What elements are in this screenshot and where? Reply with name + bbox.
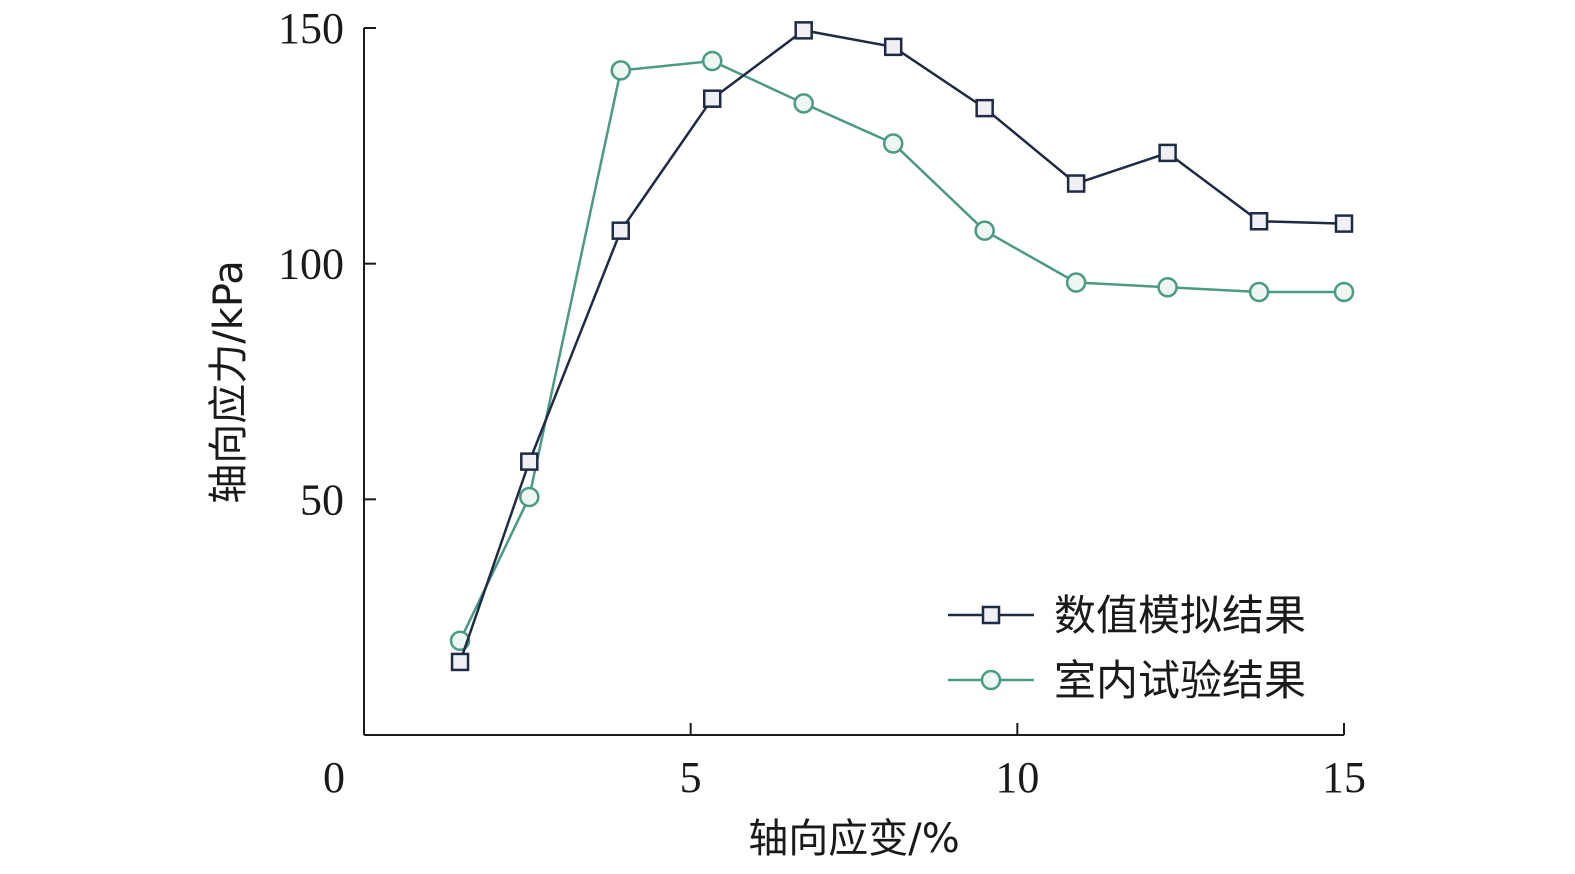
data-point-circle: [793, 93, 814, 114]
data-point-square: [1334, 214, 1354, 233]
data-point-circle: [610, 60, 632, 81]
data-point-circle: [1333, 281, 1355, 303]
y-axis-title: 轴向应力/kPa: [206, 260, 252, 503]
data-point-circle: [701, 50, 723, 72]
x-axis-title: 轴向应变/%: [748, 816, 959, 862]
series-line: [458, 29, 1345, 663]
data-point-square: [702, 89, 722, 108]
data-point-square: [611, 221, 631, 240]
axes: [363, 28, 1344, 736]
data-point-square: [450, 652, 470, 672]
data-point-circle: [882, 133, 904, 154]
legend-entry: 数值模拟结果: [948, 591, 1306, 640]
legend-label: 数值模拟结果: [1054, 591, 1306, 640]
data-point-square: [883, 37, 903, 57]
x-tick-label: 10: [995, 753, 1039, 802]
x-tick-label: 0: [323, 753, 345, 802]
legend-marker-circle: [980, 669, 1002, 691]
series-1: [450, 21, 1354, 672]
y-tick-label: 50: [300, 475, 344, 524]
data-point-square: [1066, 174, 1086, 193]
ticks: 0 5 10 15 50 100 150: [278, 4, 1366, 802]
data-point-circle: [974, 220, 995, 241]
data-point-circle: [519, 486, 540, 508]
data-point-circle: [1065, 272, 1087, 293]
series-2: [449, 50, 1355, 651]
data-point-square: [794, 21, 813, 40]
x-tick-label: 15: [1322, 753, 1366, 802]
y-tick-label: 100: [278, 240, 344, 289]
data-point-square: [975, 98, 994, 118]
data-point-square: [1249, 211, 1269, 231]
data-point-square: [1158, 143, 1177, 163]
legend-label: 室内试验结果: [1054, 656, 1306, 705]
y-tick-label: 150: [278, 4, 344, 53]
data-point-circle: [1248, 281, 1270, 303]
data-point-square: [520, 452, 539, 471]
series-layer: [449, 21, 1355, 672]
legend-marker-square: [981, 605, 1001, 625]
x-tick-label: 5: [680, 753, 702, 802]
legend-entry: 室内试验结果: [948, 656, 1306, 705]
data-point-circle: [1157, 276, 1178, 298]
